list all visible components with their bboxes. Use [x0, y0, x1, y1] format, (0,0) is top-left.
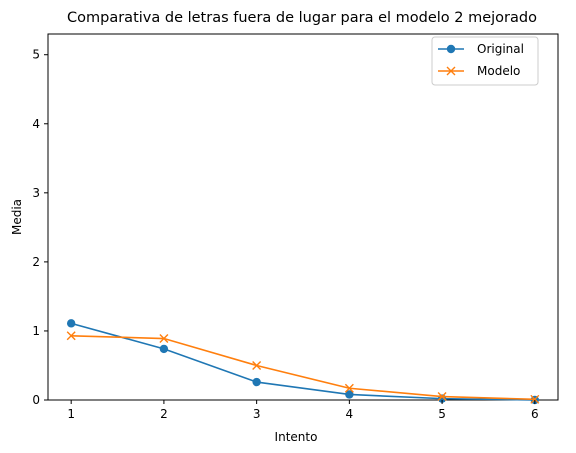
legend-item-modelo: Modelo: [438, 64, 520, 78]
plot-area: 1 2 3 4 5 6 0 1 2 3 4 5: [32, 33, 559, 421]
y-tick-label: 1: [32, 324, 40, 338]
y-axis-ticks: 0 1 2 3 4 5: [32, 48, 48, 407]
series-line-modelo: [71, 334, 535, 401]
legend-marker: [446, 44, 456, 54]
series-layer: [66, 319, 540, 405]
y-tick-label: 3: [32, 186, 40, 200]
y-tick-label: 0: [32, 393, 40, 407]
series-line-original: [70, 322, 535, 401]
data-point: [159, 334, 169, 344]
chart-title: Comparativa de letras fuera de lugar par…: [67, 10, 537, 26]
x-tick-label: 1: [67, 407, 75, 421]
x-tick-label: 5: [438, 407, 446, 421]
data-point: [530, 394, 540, 404]
data-point: [437, 392, 447, 402]
legend-items: Original Modelo: [438, 42, 524, 78]
legend-label: Original: [477, 42, 524, 56]
y-tick-label: 2: [32, 255, 40, 269]
x-tick-label: 6: [531, 407, 539, 421]
data-point: [345, 390, 354, 399]
data-point: [344, 383, 354, 393]
y-axis-label: Media: [10, 199, 24, 235]
plot-frame: [47, 33, 559, 401]
x-axis-label: Intento: [275, 430, 318, 444]
x-tick-label: 3: [253, 407, 261, 421]
data-point: [66, 331, 76, 341]
x-tick-label: 2: [160, 407, 168, 421]
y-tick-label: 4: [32, 117, 40, 131]
data-point: [252, 377, 261, 387]
y-tick-label: 5: [32, 48, 40, 62]
legend-marker: [446, 66, 456, 76]
legend: Original Modelo: [431, 36, 539, 86]
data-point: [252, 360, 262, 370]
legend-item-original: Original: [438, 42, 524, 56]
series-modelo: [66, 331, 540, 404]
data-point: [159, 344, 169, 354]
legend-label: Modelo: [477, 64, 520, 78]
x-axis-ticks: 1 2 3 4 5 6: [67, 400, 539, 421]
data-point: [66, 319, 76, 328]
x-tick-label: 4: [346, 407, 354, 421]
